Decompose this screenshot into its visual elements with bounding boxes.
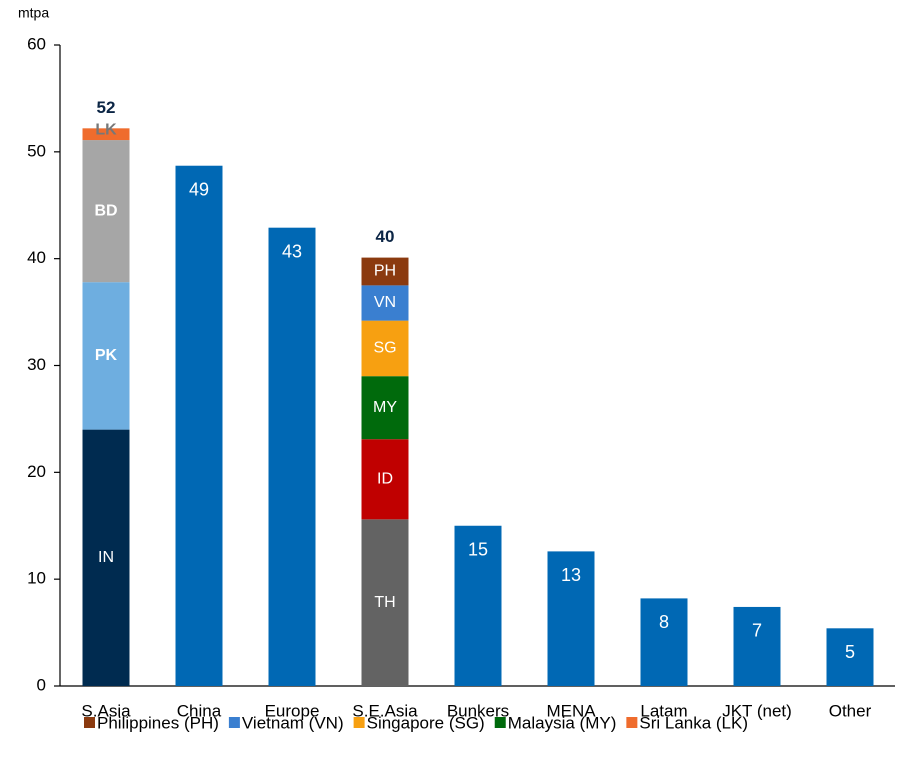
x-tick-label: Other [829, 701, 872, 720]
bar-segment [82, 429, 130, 686]
x-tick-label: Bunkers [447, 701, 509, 720]
total-label: 40 [376, 227, 395, 246]
legend-label: Vietnam (VN) [242, 713, 344, 732]
x-tick-label: S.Asia [81, 701, 131, 720]
legend-swatch [626, 717, 638, 728]
bar-segment [361, 257, 409, 286]
x-tick-label: JKT (net) [722, 701, 792, 720]
legend-swatch [84, 717, 95, 728]
segment-label: MY [373, 399, 397, 416]
bar-segment [175, 165, 223, 686]
bar-segment [733, 606, 781, 686]
bar-segment [82, 282, 130, 430]
value-label: 5 [845, 642, 855, 662]
y-tick-label: 50 [27, 141, 46, 160]
segment-label: PK [95, 347, 118, 364]
value-label: 13 [561, 565, 581, 585]
bar-segment [268, 227, 316, 686]
legend-label: Malaysia (MY) [508, 713, 617, 732]
y-tick-label: 30 [27, 355, 46, 374]
bar-segment [82, 128, 130, 141]
bar-segment [547, 551, 595, 686]
value-label: 15 [468, 540, 488, 560]
legend-label: Philippines (PH) [97, 713, 219, 732]
bar-segment [361, 519, 409, 686]
legend-label: Singapore (SG) [367, 713, 485, 732]
x-tick-label: Europe [265, 701, 320, 720]
y-tick-label: 60 [27, 34, 46, 53]
segment-label: PH [374, 263, 396, 280]
bar-segment [361, 320, 409, 377]
value-label: 7 [752, 621, 762, 641]
value-label: 43 [282, 241, 302, 261]
bar-segment [361, 285, 409, 321]
total-label: 52 [97, 98, 116, 117]
segment-label: SG [373, 340, 396, 357]
y-tick-label: 40 [27, 248, 46, 267]
bar-segment [826, 628, 874, 686]
x-tick-label: MENA [546, 701, 596, 720]
bar-segment [361, 376, 409, 440]
segment-label: BD [94, 202, 117, 219]
bar-segment [454, 525, 502, 686]
y-axis-label: mtpa [18, 5, 49, 21]
value-label: 49 [189, 179, 209, 199]
y-tick-label: 0 [37, 675, 46, 694]
legend-swatch [494, 717, 506, 728]
legend-swatch [228, 717, 240, 728]
bar-segment [82, 140, 130, 283]
segment-label: IN [98, 549, 114, 566]
legend-label: Sri Lanka (LK) [639, 713, 748, 732]
y-tick-label: 20 [27, 462, 46, 481]
y-tick-label: 10 [27, 569, 46, 588]
segment-label: LK [95, 122, 117, 139]
value-label: 8 [659, 612, 669, 632]
x-tick-label: China [177, 701, 222, 720]
segment-label: ID [377, 470, 393, 487]
bar-segment [361, 439, 409, 520]
legend-swatch [353, 717, 365, 728]
x-tick-label: S.E.Asia [352, 701, 418, 720]
x-tick-label: Latam [640, 701, 687, 720]
segment-label: TH [374, 594, 395, 611]
bar-segment [640, 598, 688, 686]
segment-label: VN [374, 294, 396, 311]
